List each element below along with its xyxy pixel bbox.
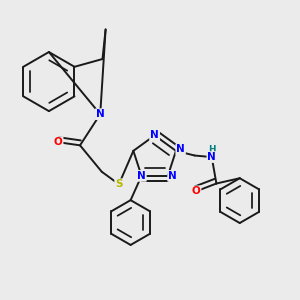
Text: S: S [115,179,123,189]
Text: N: N [176,144,185,154]
Text: N: N [150,130,159,140]
Text: H: H [208,145,215,154]
Text: N: N [150,130,159,140]
Text: O: O [54,137,63,147]
Text: N: N [96,109,105,119]
Text: N: N [168,171,177,181]
Text: O: O [192,186,201,196]
Text: N: N [207,152,216,162]
Text: N: N [137,171,146,181]
